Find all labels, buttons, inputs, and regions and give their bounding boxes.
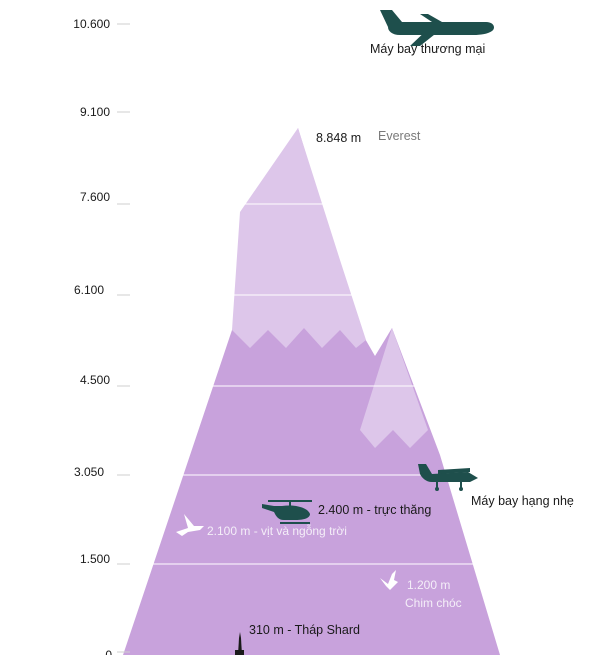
tick-label: 4.500	[80, 373, 110, 387]
second-peak-snow	[360, 328, 428, 448]
everest-snow-cap	[232, 128, 366, 348]
airliner-icon	[380, 10, 494, 46]
light-plane-icon	[418, 464, 478, 491]
shard-tower-icon	[235, 632, 244, 655]
light-plane-label: Máy bay hạng nhẹ	[471, 494, 574, 508]
tick-label: 3.050	[74, 465, 104, 479]
commercial-plane-label: Máy bay thương mại	[370, 42, 485, 56]
tick-label: 0	[105, 648, 112, 655]
shard-label: 310 m - Tháp Shard	[249, 623, 360, 637]
mountain-lower	[123, 128, 500, 655]
everest-height-label: 8.848 m	[316, 131, 361, 145]
tick-label: 9.100	[80, 105, 110, 119]
helicopter-icon	[262, 500, 312, 524]
everest-name-label: Everest	[378, 129, 421, 143]
gridlines	[118, 23, 599, 565]
tick-label: 1.500	[80, 552, 110, 566]
tick-marks	[117, 23, 130, 653]
flying-goose-icon	[176, 514, 204, 536]
birds-name-label: Chim chóc	[405, 596, 462, 610]
tick-label: 7.600	[80, 190, 110, 204]
bird-icon	[380, 570, 398, 590]
tick-label: 10.600	[73, 17, 110, 31]
birds-height-label: 1.200 m	[407, 578, 450, 592]
tick-label: 6.100	[74, 283, 104, 297]
helicopter-label: 2.400 m - trực thăng	[318, 503, 431, 517]
axis-labels: 10.600 9.100 7.600 6.100 4.500 3.050 1.5…	[73, 17, 112, 660]
ducks-label: 2.100 m - vịt và ngỗng trời	[207, 523, 347, 538]
